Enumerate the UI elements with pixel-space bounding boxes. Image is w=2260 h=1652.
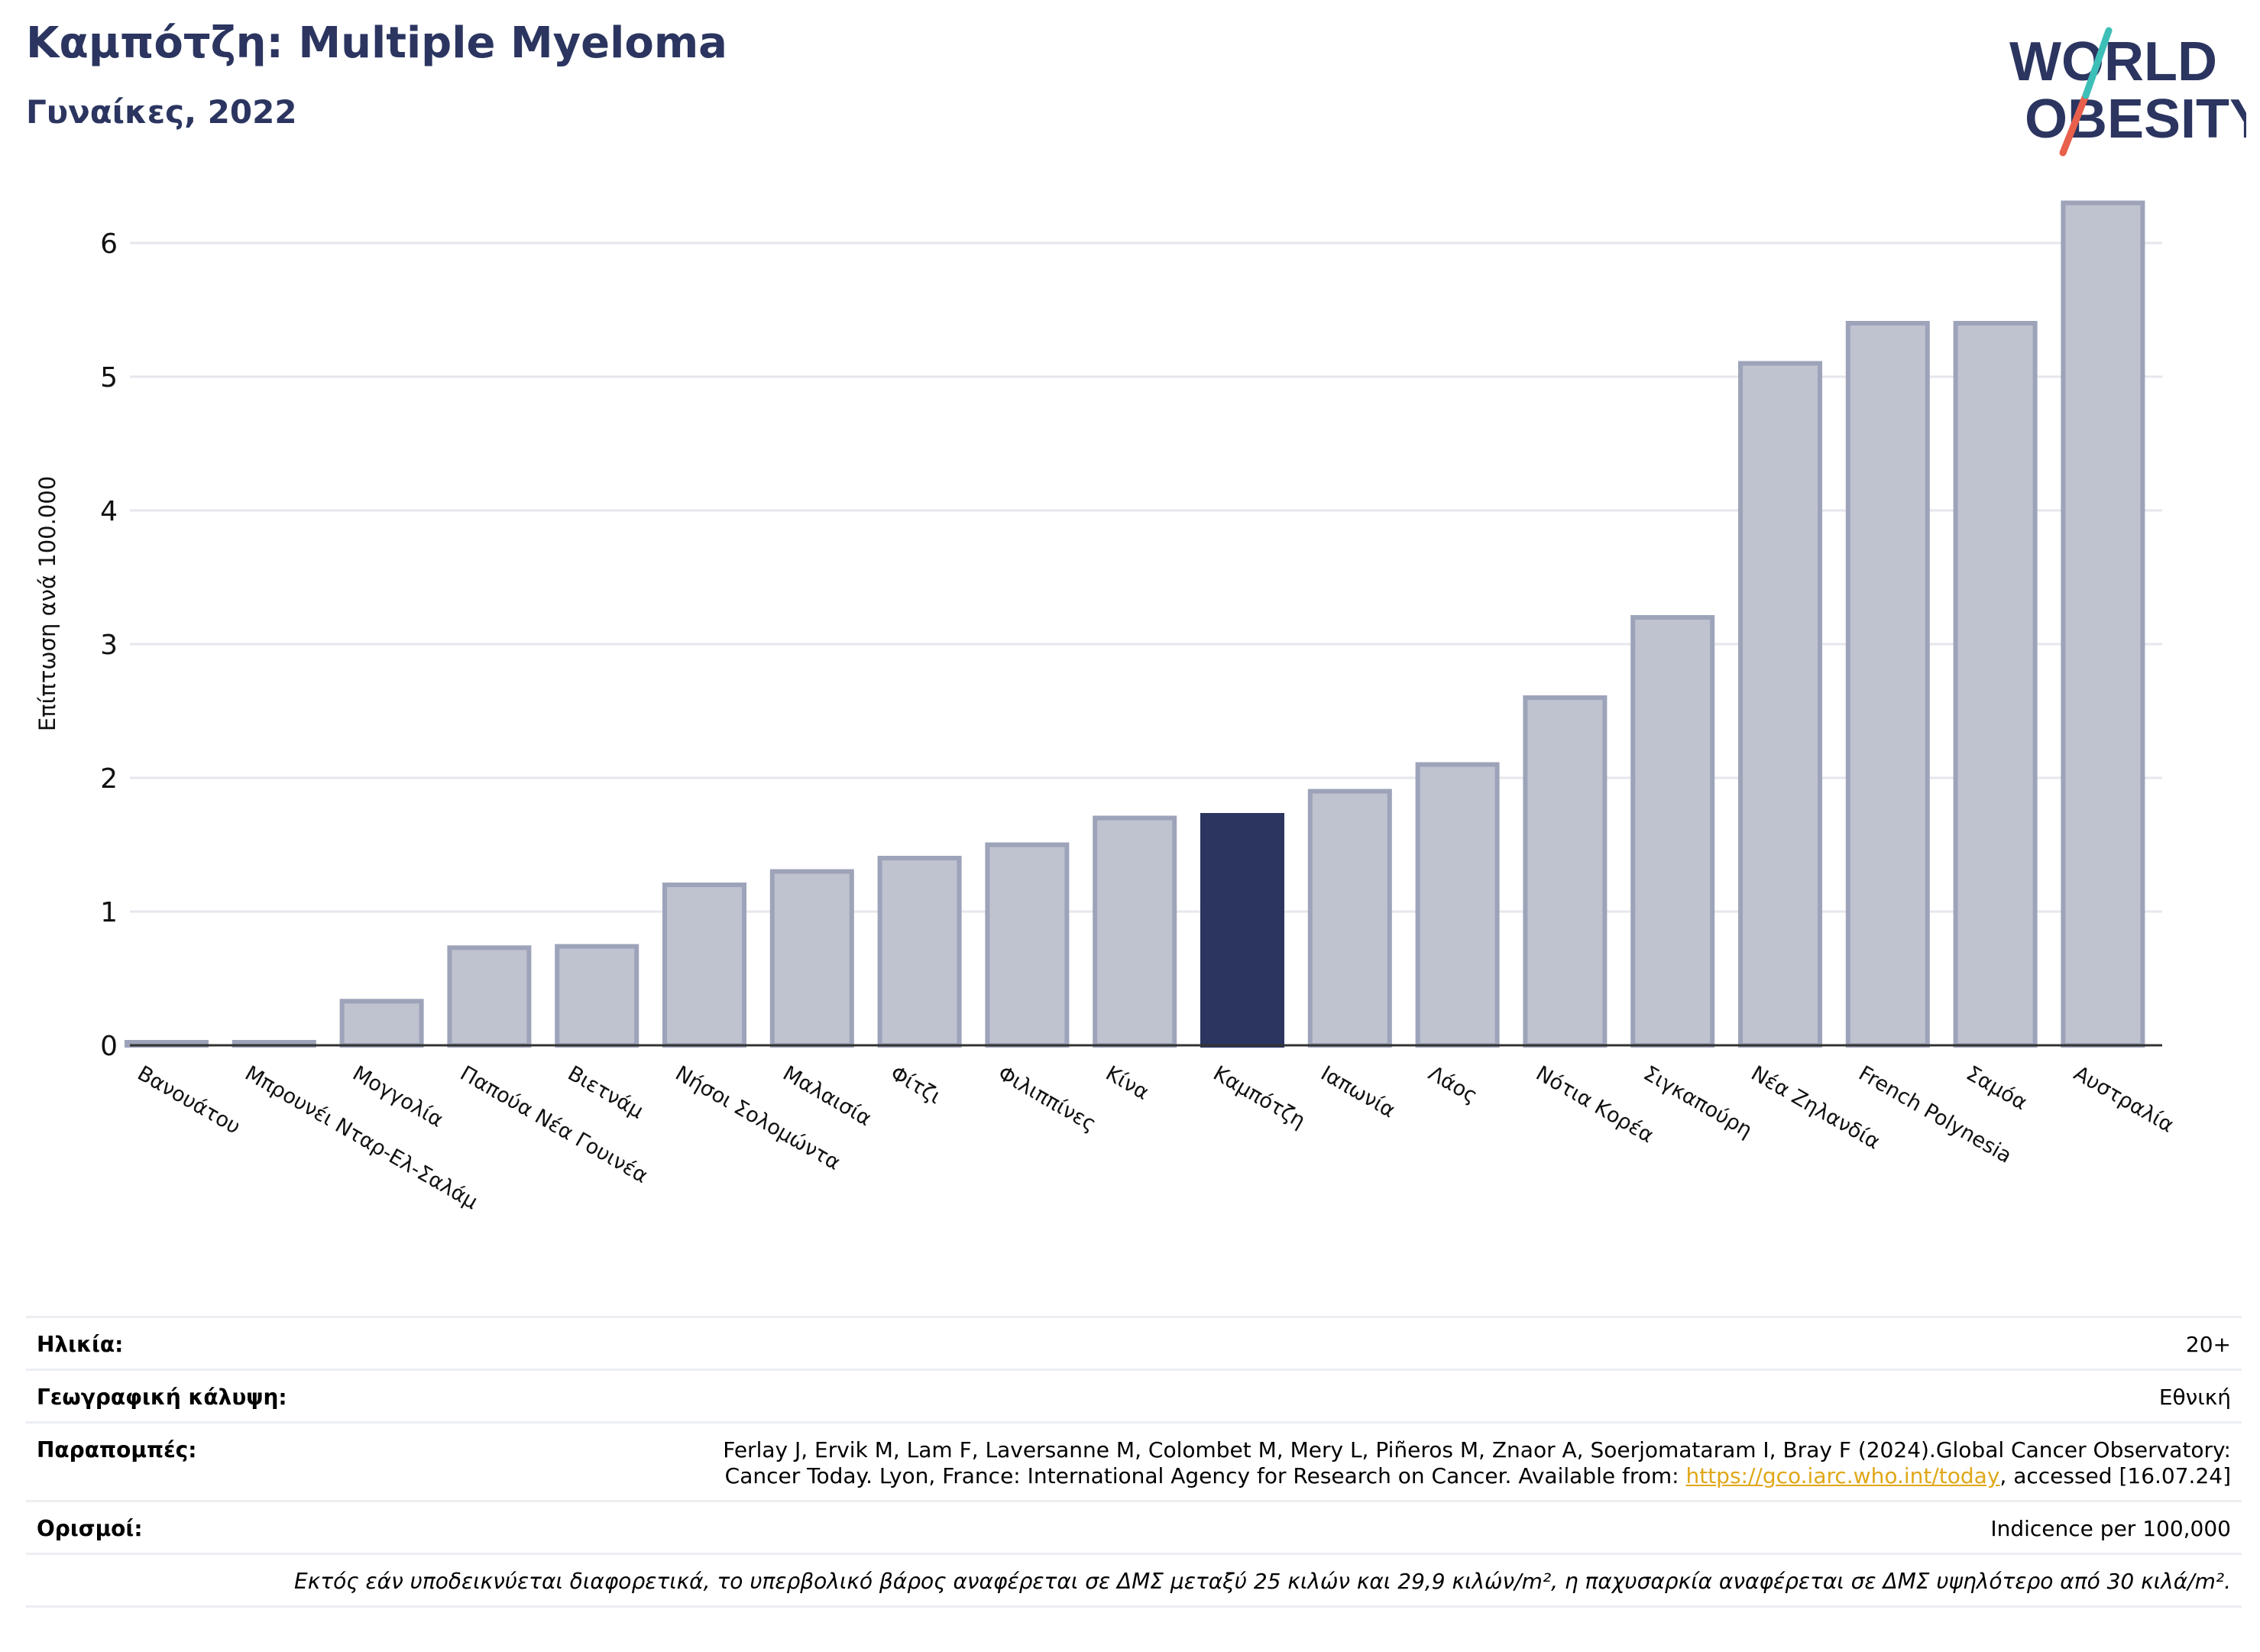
y-tick-label: 1 <box>100 897 118 928</box>
logo-slash-teal <box>2082 27 2113 99</box>
x-tick-label: Νότια Κορέα <box>1532 1061 1658 1148</box>
info-row-coverage: Γεωγραφική κάλυψη: Εθνική <box>26 1369 2242 1421</box>
bar-18 <box>2061 200 2145 1048</box>
y-tick-label: 4 <box>100 496 118 527</box>
y-tick-label: 2 <box>100 763 118 795</box>
x-tick-label: Σαμόα <box>1962 1061 2031 1115</box>
x-tick-label: Ιαπωνία <box>1316 1061 1399 1122</box>
bars <box>125 200 2145 1048</box>
logo-word-obesity: OBESITY <box>2025 89 2246 150</box>
x-tick-label: Φίτζι <box>886 1061 945 1109</box>
definitions-label: Ορισμοί: <box>37 1516 143 1541</box>
references-line-1: Ferlay J, Ervik M, Lam F, Laversanne M, … <box>723 1437 2231 1463</box>
x-tick-label: Αυστραλία <box>2070 1061 2177 1138</box>
x-tick-label: Φιλιππίνες <box>994 1061 1100 1136</box>
y-tick-label: 6 <box>100 228 118 260</box>
coverage-label: Γεωγραφική κάλυψη: <box>37 1385 287 1410</box>
logo-word-world: WORLD <box>2009 31 2217 92</box>
definitions-value: Indicence per 100,000 <box>1990 1516 2231 1541</box>
bar-12 <box>1415 762 1500 1048</box>
references-line-2-prefix: Cancer Today. Lyon, France: Internationa… <box>724 1463 1686 1488</box>
y-axis-label: Επίπτωση ανά 100.000 <box>34 476 60 731</box>
x-tick-label: Μογγολία <box>348 1061 447 1132</box>
bar-9 <box>1093 815 1177 1048</box>
logo-slash-red <box>2059 92 2090 157</box>
bar-7 <box>877 856 962 1048</box>
references-value: Ferlay J, Ervik M, Lam F, Laversanne M, … <box>723 1437 2231 1489</box>
bar-2 <box>339 999 424 1048</box>
bar-3 <box>447 945 532 1048</box>
x-tick-label: Μαλαισία <box>779 1061 875 1131</box>
bar-15 <box>1738 361 1822 1048</box>
info-row-age: Ηλικία: 20+ <box>26 1316 2242 1369</box>
y-tick-label: 0 <box>100 1031 118 1062</box>
bar-11 <box>1307 789 1392 1048</box>
bar-17 <box>1953 321 2038 1048</box>
x-tick-label: Βιετνάμ <box>564 1061 648 1123</box>
bar-13 <box>1523 695 1608 1048</box>
references-label: Παραπομπές: <box>37 1437 197 1463</box>
age-value: 20+ <box>2185 1332 2231 1357</box>
x-tick-label: Βανουάτου <box>134 1061 244 1139</box>
age-label: Ηλικία: <box>37 1332 124 1357</box>
references-link[interactable]: https://gco.iarc.who.int/today <box>1685 1463 2000 1488</box>
bar-16 <box>1845 321 1930 1048</box>
references-line-2-suffix: , accessed [16.07.24] <box>1999 1463 2231 1488</box>
x-tick-label: Καμπότζη <box>1209 1061 1310 1133</box>
info-row-references: Παραπομπές: Ferlay J, Ervik M, Lam F, La… <box>26 1421 2242 1500</box>
bar-10 <box>1200 813 1284 1048</box>
footnote: Εκτός εάν υποδεικνύεται διαφορετικά, το … <box>294 1569 2231 1594</box>
bar-5 <box>662 883 746 1048</box>
info-table: Ηλικία: 20+ Γεωγραφική κάλυψη: Εθνική Πα… <box>26 1316 2242 1608</box>
bar-4 <box>555 944 639 1048</box>
chart-subtitle: Γυναίκες, 2022 <box>26 93 297 131</box>
chart-title: Καμπότζη: Multiple Myeloma <box>26 18 727 68</box>
bar-6 <box>769 869 854 1048</box>
y-tick-label: 3 <box>100 630 118 661</box>
info-row-footnote: Εκτός εάν υποδεικνύεται διαφορετικά, το … <box>26 1553 2242 1608</box>
y-tick-label: 5 <box>100 362 118 394</box>
x-tick-label: Κίνα <box>1102 1061 1153 1105</box>
coverage-value: Εθνική <box>2158 1385 2231 1410</box>
bar-14 <box>1630 615 1715 1048</box>
bar-8 <box>985 842 1070 1048</box>
x-tick-label: Σιγκαπούρη <box>1640 1061 1757 1142</box>
world-obesity-logo: WORLD OBESITY <box>2009 27 2246 157</box>
info-row-definitions: Ορισμοί: Indicence per 100,000 <box>26 1500 2242 1553</box>
y-axis-ticks: 0 1 2 3 4 5 6 <box>100 228 118 1062</box>
x-tick-label: Λάος <box>1424 1061 1481 1108</box>
x-tick-label: Παπούα Νέα Γουινέα <box>456 1061 652 1188</box>
